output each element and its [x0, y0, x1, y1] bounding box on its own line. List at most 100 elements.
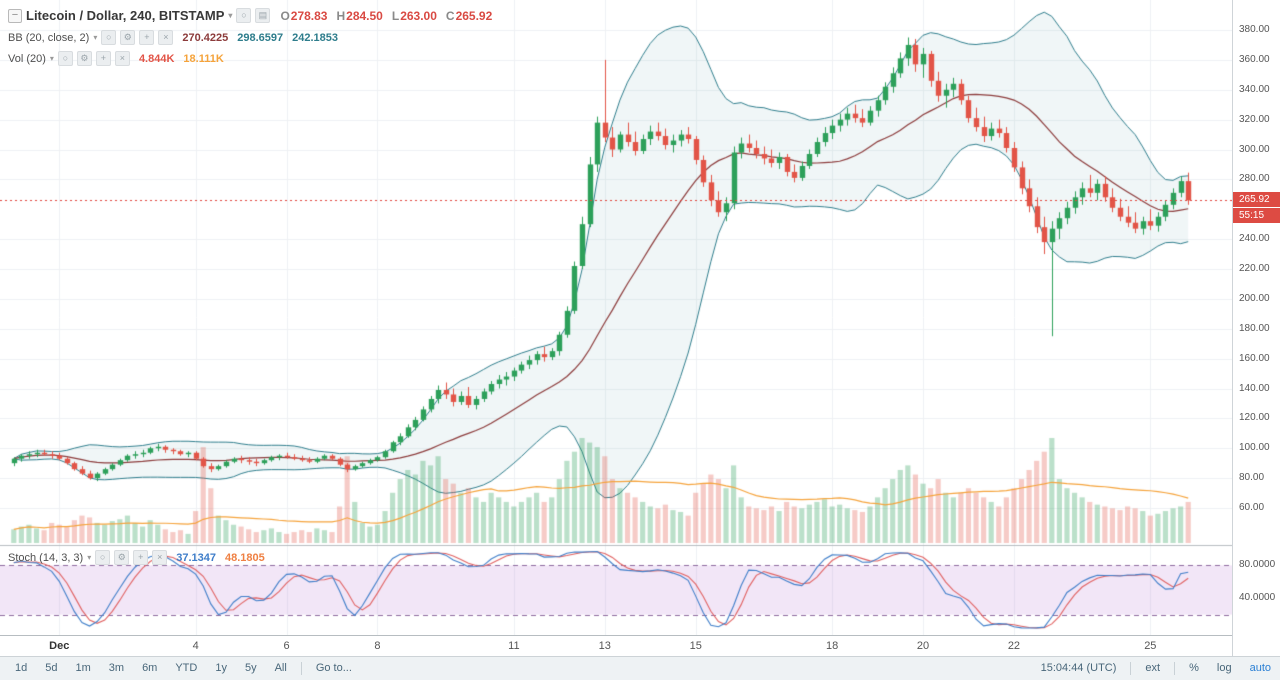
toolbar-divider: [1174, 662, 1176, 675]
range-buttons: 1d 5d 1m 3m 6m YTD 1y 5y All: [6, 657, 296, 680]
countdown-badge: 55:15: [1233, 208, 1280, 224]
time-tick: 25: [1144, 640, 1157, 652]
log-scale-button[interactable]: log: [1216, 662, 1232, 674]
close-icon[interactable]: ×: [114, 51, 130, 66]
eye-icon[interactable]: ○: [95, 550, 111, 565]
goto-button[interactable]: Go to...: [315, 662, 352, 674]
bb-indicator-name[interactable]: BB (20, close, 2): [8, 31, 90, 44]
range-button-1y[interactable]: 1y: [215, 662, 227, 674]
close-label: C: [445, 8, 455, 23]
time-tick: 8: [374, 640, 381, 652]
bb-upper-value: 298.6597: [237, 31, 284, 44]
extended-hours-button[interactable]: ext: [1145, 662, 1161, 674]
stoch-legend-row: Stoch (14, 3, 3) ▾ ○ ⚙ + × 37.1347 48.18…: [8, 547, 265, 568]
percent-scale-button[interactable]: %: [1189, 662, 1199, 674]
range-button-ytd[interactable]: YTD: [175, 662, 198, 674]
open-label: O: [280, 8, 290, 23]
range-button-all[interactable]: All: [274, 662, 287, 674]
price-tick: 80.00: [1239, 472, 1265, 484]
gear-icon[interactable]: ⚙: [114, 550, 130, 565]
stoch-indicator-name[interactable]: Stoch (14, 3, 3): [8, 551, 84, 564]
visibility-icon[interactable]: ○: [236, 8, 252, 23]
time-tick: 18: [825, 640, 839, 652]
range-button-6m[interactable]: 6m: [142, 662, 158, 674]
vol-current-value: 4.844K: [138, 52, 175, 65]
time-axis[interactable]: Dec 4 6 8 11 13 15 18 20 22 25: [0, 635, 1232, 657]
vol-legend-row: Vol (20) ▾ ○ ⚙ + × 4.844K 18.111K: [8, 48, 492, 69]
bb-legend-row: BB (20, close, 2) ▾ ○ ⚙ + × 270.4225 298…: [8, 27, 492, 48]
price-tick: 120.00: [1239, 412, 1270, 424]
bb-mid-value: 270.4225: [182, 31, 229, 44]
toolbar-divider: [300, 662, 302, 675]
price-tick: 160.00: [1239, 352, 1270, 364]
toolbar-divider: [1130, 662, 1132, 675]
plus-icon[interactable]: +: [139, 30, 155, 45]
chevron-down-icon[interactable]: ▾: [87, 553, 92, 562]
gear-icon[interactable]: ⚙: [120, 30, 136, 45]
price-tick: 240.00: [1239, 233, 1270, 245]
eye-icon[interactable]: ○: [57, 51, 73, 66]
range-button-5y[interactable]: 5y: [244, 662, 257, 674]
time-tick: 11: [508, 640, 520, 652]
time-tick: 20: [916, 640, 930, 652]
price-tick: 180.00: [1239, 322, 1270, 334]
stoch-tick: 40.0000: [1239, 592, 1276, 604]
price-chart-canvas[interactable]: [0, 0, 1232, 635]
range-button-1d[interactable]: 1d: [15, 662, 28, 674]
price-tick: 380.00: [1239, 24, 1270, 35]
high-label: H: [336, 8, 346, 23]
price-tick: 100.00: [1239, 442, 1270, 454]
price-tick: 60.00: [1239, 502, 1265, 513]
price-tick: 360.00: [1239, 53, 1270, 65]
bottom-toolbar: 1d 5d 1m 3m 6m YTD 1y 5y All Go to... 15:04:44 (…: [0, 656, 1280, 680]
price-tick: 340.00: [1239, 83, 1270, 95]
eye-icon[interactable]: ○: [101, 30, 117, 45]
stoch-legend: Stoch (14, 3, 3) ▾ ○ ⚙ + × 37.1347 48.18…: [8, 547, 265, 568]
time-tick: 13: [598, 640, 611, 652]
chart-legend: − Litecoin / Dollar, 240, BITSTAMP ▾ ○ ▤…: [8, 4, 492, 69]
vol-ma-value: 18.111K: [183, 52, 224, 65]
clock-display[interactable]: 15:04:44 (UTC): [1040, 662, 1117, 674]
time-tick: Dec: [49, 640, 70, 652]
price-tick: 300.00: [1239, 143, 1270, 155]
range-button-5d[interactable]: 5d: [45, 662, 58, 674]
bb-lower-value: 242.1853: [292, 31, 339, 44]
vol-indicator-name[interactable]: Vol (20): [8, 52, 46, 65]
plus-icon[interactable]: +: [133, 550, 149, 565]
time-tick: 15: [689, 640, 702, 652]
close-icon[interactable]: ×: [152, 550, 168, 565]
plus-icon[interactable]: +: [95, 51, 111, 66]
time-tick: 4: [192, 640, 199, 652]
collapse-pane-icon[interactable]: −: [8, 8, 22, 23]
low-value: 263.00: [400, 8, 437, 23]
price-tick: 200.00: [1239, 292, 1270, 304]
stoch-k-value: 37.1347: [176, 551, 216, 564]
price-tick: 280.00: [1239, 173, 1270, 185]
gear-icon[interactable]: ⚙: [76, 51, 92, 66]
close-value: 265.92: [455, 8, 493, 23]
range-button-3m[interactable]: 3m: [108, 662, 125, 674]
stoch-tick: 80.0000: [1239, 559, 1276, 571]
symbol-legend-row: − Litecoin / Dollar, 240, BITSTAMP ▾ ○ ▤…: [8, 4, 492, 27]
open-value: 278.83: [290, 8, 328, 23]
stoch-d-value: 48.1805: [225, 551, 265, 564]
chevron-down-icon[interactable]: ▾: [93, 33, 98, 42]
current-price-badge: 265.92: [1233, 192, 1280, 208]
price-axis[interactable]: 265.92 55:15 380.00 360.00 340.00 320.00 300…: [1232, 0, 1280, 656]
price-tick: 140.00: [1239, 382, 1270, 394]
auto-scale-button[interactable]: auto: [1249, 662, 1271, 674]
chart-style-icon[interactable]: ▤: [255, 8, 271, 23]
high-value: 284.50: [346, 8, 383, 23]
price-tick: 320.00: [1239, 113, 1270, 125]
symbol-title[interactable]: Litecoin / Dollar, 240, BITSTAMP: [26, 8, 225, 23]
chevron-down-icon[interactable]: ▾: [49, 54, 54, 63]
range-button-1m[interactable]: 1m: [75, 662, 91, 674]
time-tick: 6: [283, 640, 290, 652]
close-icon[interactable]: ×: [158, 30, 174, 45]
chevron-down-icon[interactable]: ▾: [228, 11, 233, 20]
low-label: L: [391, 8, 400, 23]
price-tick: 220.00: [1239, 263, 1270, 274]
ohlc-values: O278.83 H284.50 L263.00 C265.92: [280, 9, 492, 23]
time-tick: 22: [1007, 640, 1021, 652]
